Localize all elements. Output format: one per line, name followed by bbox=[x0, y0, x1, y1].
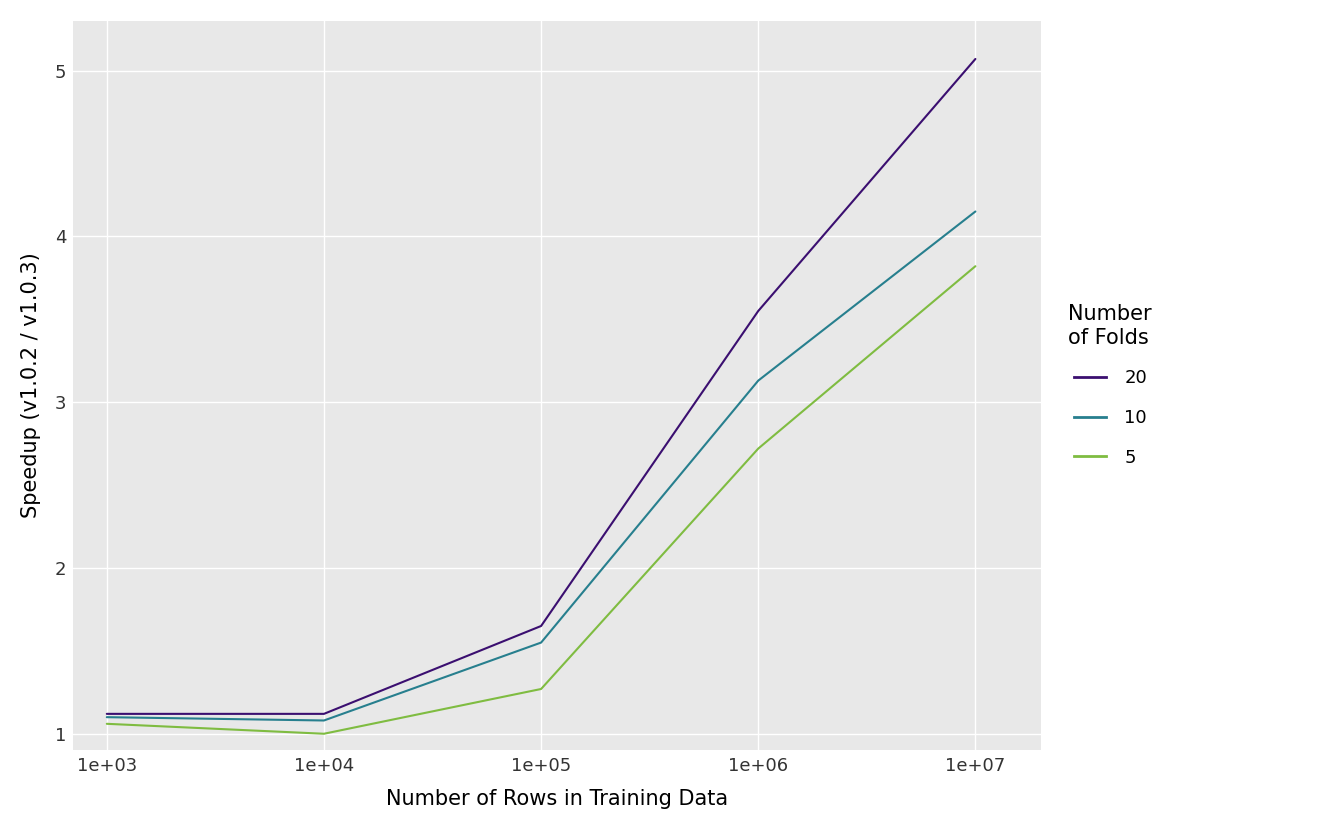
5 bbox=[98, 719, 114, 729]
Line: 20: 20 bbox=[106, 59, 976, 714]
Line: 5: 5 bbox=[106, 266, 976, 734]
Legend: 20, 10, 5: 20, 10, 5 bbox=[1059, 295, 1161, 476]
10 bbox=[534, 637, 550, 647]
10 bbox=[316, 715, 332, 725]
10 bbox=[968, 207, 984, 217]
20 bbox=[316, 709, 332, 719]
20 bbox=[750, 306, 766, 316]
5 bbox=[968, 261, 984, 271]
5 bbox=[750, 443, 766, 453]
5 bbox=[534, 684, 550, 694]
X-axis label: Number of Rows in Training Data: Number of Rows in Training Data bbox=[386, 789, 728, 809]
10 bbox=[98, 712, 114, 722]
20 bbox=[534, 621, 550, 631]
20 bbox=[968, 54, 984, 64]
20 bbox=[98, 709, 114, 719]
5 bbox=[316, 729, 332, 739]
10 bbox=[750, 376, 766, 386]
Y-axis label: Speedup (v1.0.2 / v1.0.3): Speedup (v1.0.2 / v1.0.3) bbox=[22, 252, 40, 519]
Line: 10: 10 bbox=[106, 212, 976, 720]
